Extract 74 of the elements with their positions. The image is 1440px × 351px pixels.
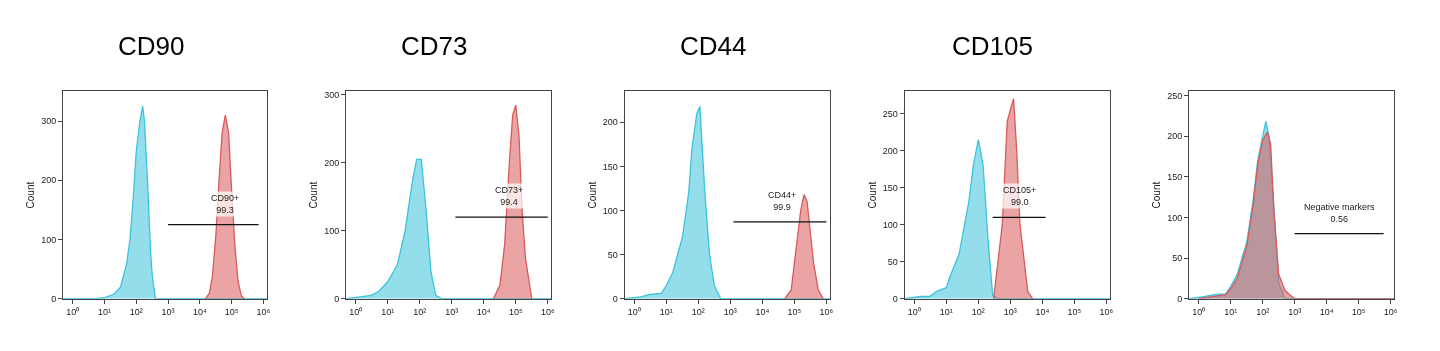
x-tick-label: 10⁰	[1192, 306, 1206, 317]
x-tick-label: 10³	[445, 306, 459, 317]
x-tick-label: 10⁶	[819, 306, 834, 317]
x-tick-label: 10³	[161, 306, 175, 317]
x-tick-label: 10⁰	[66, 306, 80, 317]
x-tick-label: 10⁶	[256, 306, 271, 317]
y-tick-label: 50	[1172, 253, 1183, 264]
annotation: CD90+ 99.3	[211, 193, 240, 215]
x-tick-label: 10⁵	[224, 306, 239, 317]
annotation: Negative markers 0.56	[1304, 202, 1376, 224]
y-tick-label: 150	[602, 161, 618, 172]
x-tick-label: 10⁰	[627, 306, 641, 317]
y-tick-label: 200	[602, 117, 618, 128]
y-tick-label: 200	[882, 145, 898, 156]
x-tick-label: 10⁵	[1351, 306, 1366, 317]
x-tick-label: 10⁴	[755, 306, 770, 317]
x-tick-label: 10³	[1003, 306, 1017, 317]
y-tick-label: 100	[602, 205, 618, 216]
x-tick-label: 10⁴	[476, 306, 491, 317]
y-tick-label: 200	[1167, 131, 1183, 142]
x-tick-label: 10¹	[381, 306, 395, 317]
chart-title: CD105	[952, 31, 1033, 61]
y-tick-label: 50	[887, 256, 898, 267]
y-axis-title: Count	[25, 181, 37, 209]
x-tick-label: 10¹	[939, 306, 953, 317]
x-tick-label: 10⁴	[192, 306, 207, 317]
annotation: CD105+ 99.0	[1003, 185, 1037, 207]
y-tick-label: 100	[1167, 212, 1183, 223]
x-tick-label: 10²	[691, 306, 705, 317]
chart-title: CD73	[401, 31, 468, 61]
x-tick-label: 10³	[1288, 306, 1302, 317]
y-tick-label: 300	[41, 116, 57, 127]
x-tick-label: 10⁰	[349, 306, 363, 317]
y-tick-label: 0	[334, 293, 340, 304]
y-tick-label: 50	[607, 249, 618, 260]
x-tick-label: 10⁶	[1099, 306, 1114, 317]
y-tick-label: 150	[1167, 171, 1183, 182]
y-tick-label: 100	[324, 225, 340, 236]
x-tick-label: 10³	[723, 306, 737, 317]
y-tick-label: 0	[1177, 293, 1183, 304]
y-tick-label: 0	[892, 293, 898, 304]
x-tick-label: 10²	[129, 306, 143, 317]
x-tick-label: 10¹	[98, 306, 112, 317]
x-tick-label: 10¹	[1224, 306, 1238, 317]
x-tick-label: 10⁶	[1383, 306, 1398, 317]
y-axis-title: Count	[308, 181, 320, 209]
y-tick-label: 100	[41, 234, 57, 245]
x-tick-label: 10⁶	[540, 306, 555, 317]
y-tick-label: 200	[324, 157, 340, 168]
x-tick-label: 10⁵	[508, 306, 523, 317]
x-tick-label: 10²	[1256, 306, 1270, 317]
y-tick-label: 300	[324, 89, 340, 100]
x-tick-label: 10²	[971, 306, 985, 317]
x-tick-label: 10²	[413, 306, 427, 317]
y-tick-label: 250	[1167, 90, 1183, 101]
y-tick-label: 200	[41, 175, 57, 186]
y-tick-label: 250	[882, 108, 898, 119]
x-tick-label: 10⁵	[787, 306, 802, 317]
x-tick-label: 10⁴	[1319, 306, 1334, 317]
x-tick-label: 10¹	[659, 306, 673, 317]
x-tick-label: 10⁵	[1067, 306, 1082, 317]
y-axis-title: Count	[1151, 181, 1163, 209]
y-tick-label: 100	[882, 219, 898, 230]
y-tick-label: 150	[882, 182, 898, 193]
y-tick-label: 0	[612, 293, 618, 304]
y-axis-title: Count	[586, 181, 598, 209]
x-tick-label: 10⁰	[907, 306, 921, 317]
y-tick-label: 0	[51, 293, 57, 304]
annotation: CD44+ 99.9	[768, 190, 797, 212]
annotation: CD73+ 99.4	[495, 185, 524, 207]
y-axis-title: Count	[866, 181, 878, 209]
x-tick-label: 10⁴	[1035, 306, 1050, 317]
chart-title: CD90	[118, 31, 185, 61]
chart-title: CD44	[680, 31, 747, 61]
